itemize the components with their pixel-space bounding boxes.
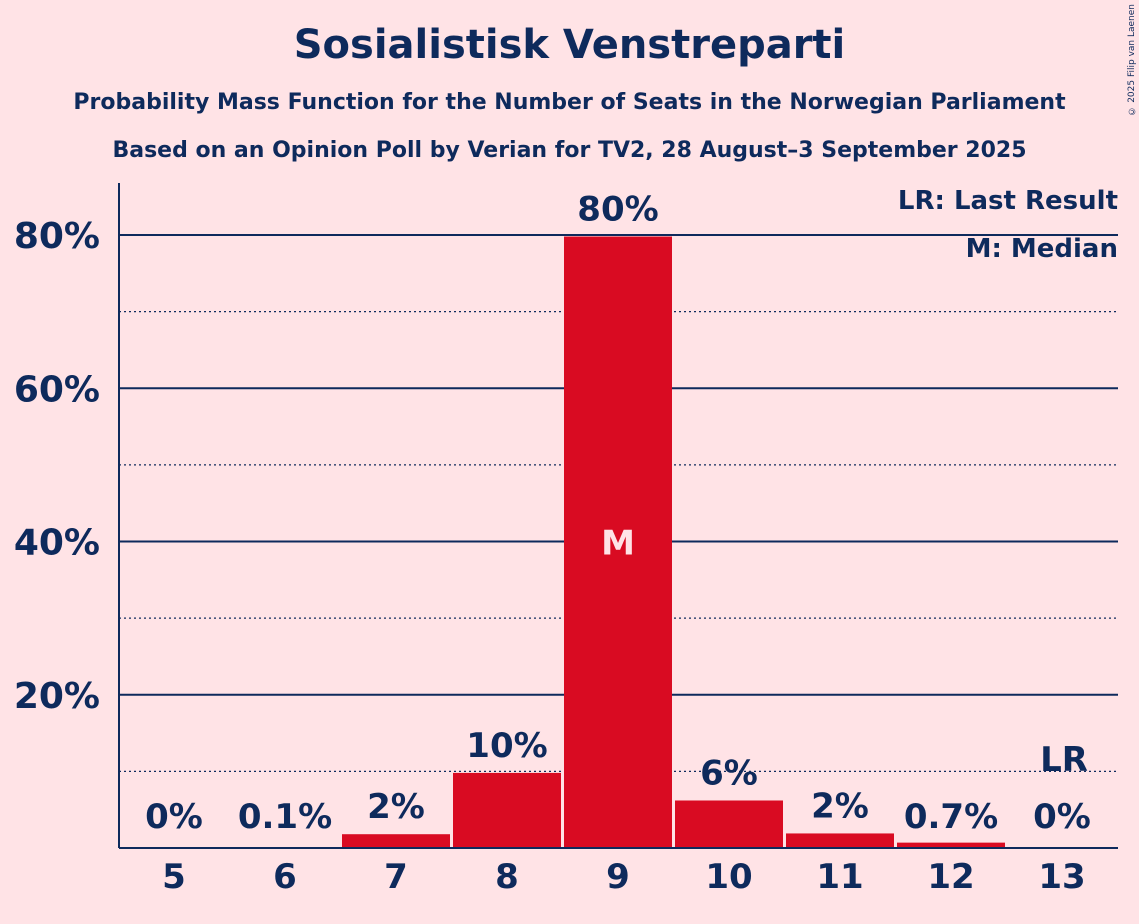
x-tick-label: 10	[705, 857, 752, 897]
bar-value-label: 10%	[466, 726, 547, 766]
legend-last-result: LR: Last Result	[898, 186, 1118, 216]
bar-value-label: 80%	[577, 190, 658, 230]
chart-source: Based on an Opinion Poll by Verian for T…	[112, 138, 1027, 163]
x-tick-label: 5	[162, 857, 186, 897]
bar-value-label: 6%	[700, 753, 758, 793]
x-tick-label: 13	[1038, 857, 1085, 897]
bar	[342, 834, 450, 848]
chart-title: Sosialistisk Venstreparti	[293, 22, 846, 68]
x-tick-label: 9	[606, 857, 630, 897]
bar-value-label: 0%	[145, 797, 203, 837]
x-tick-label: 12	[927, 857, 974, 897]
legend-median: M: Median	[966, 234, 1118, 264]
bar-value-label: 2%	[811, 786, 869, 826]
bar-value-label: 0.7%	[904, 797, 998, 837]
x-tick-label: 11	[816, 857, 863, 897]
bar	[453, 772, 561, 848]
median-marker: M	[601, 523, 635, 563]
bar	[897, 842, 1005, 848]
x-tick-label: 7	[384, 857, 408, 897]
chart-subtitle: Probability Mass Function for the Number…	[73, 90, 1066, 115]
bar	[675, 800, 783, 848]
y-tick-label: 60%	[14, 369, 100, 410]
bar-value-label: 0.1%	[238, 797, 332, 837]
bar-value-label: 2%	[367, 787, 425, 827]
y-tick-label: 40%	[14, 523, 100, 564]
bar	[786, 833, 894, 848]
bar	[564, 236, 672, 849]
x-tick-label: 6	[273, 857, 297, 897]
y-tick-label: 20%	[14, 676, 100, 717]
y-tick-label: 80%	[14, 216, 100, 257]
x-tick-label: 8	[495, 857, 519, 897]
bar-value-label: 0%	[1033, 797, 1091, 837]
last-result-marker: LR	[1040, 740, 1088, 780]
